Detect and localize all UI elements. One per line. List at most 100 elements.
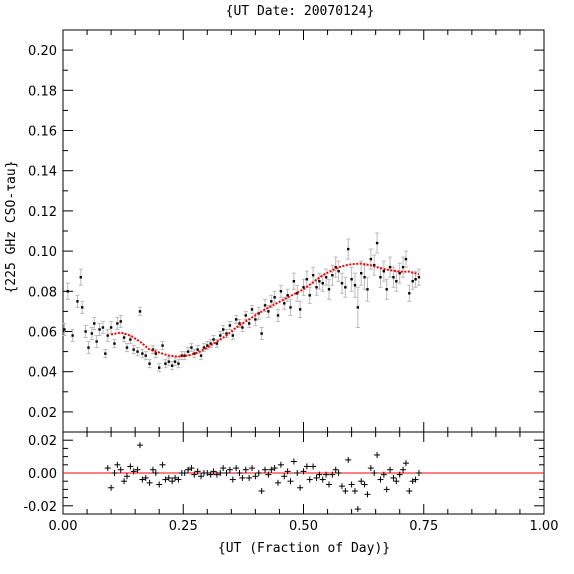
data-point bbox=[339, 272, 344, 294]
x-tick-label: 1.00 bbox=[530, 519, 559, 534]
data-marker bbox=[292, 280, 296, 283]
data-point bbox=[391, 266, 396, 288]
residual-point bbox=[332, 466, 339, 473]
y-tick-label: 0.14 bbox=[28, 165, 57, 180]
residual-point bbox=[329, 471, 336, 478]
y-tick-label: 0.06 bbox=[28, 326, 57, 341]
data-point bbox=[137, 306, 142, 316]
data-point bbox=[352, 272, 357, 298]
data-point bbox=[250, 304, 255, 314]
data-marker bbox=[136, 350, 139, 353]
main-plot-frame bbox=[62, 29, 545, 433]
data-marker bbox=[63, 328, 66, 331]
data-marker bbox=[109, 326, 113, 329]
residual-point bbox=[114, 461, 121, 468]
data-point bbox=[263, 298, 268, 312]
data-marker bbox=[417, 276, 421, 279]
data-marker bbox=[250, 308, 254, 311]
data-point bbox=[83, 324, 88, 339]
x-tick-label: 0.00 bbox=[49, 519, 78, 534]
data-marker bbox=[337, 270, 340, 273]
data-point bbox=[103, 349, 108, 359]
residual-point bbox=[185, 466, 192, 473]
data-marker bbox=[363, 276, 366, 279]
main-plot-panel: 0.02 0.04 0.06 0.08 0.10 0.12 0.14 0.16 0.18 0.20 bbox=[28, 29, 545, 433]
data-point bbox=[311, 266, 316, 284]
data-marker bbox=[190, 346, 193, 349]
residual-point bbox=[396, 471, 403, 478]
data-point bbox=[397, 262, 402, 284]
residual-point bbox=[265, 471, 272, 478]
residual-point bbox=[127, 463, 134, 470]
residual-y-tick-label: 0.02 bbox=[28, 434, 57, 449]
residual-point bbox=[323, 471, 330, 478]
residual-point bbox=[303, 463, 310, 470]
data-marker bbox=[183, 354, 186, 357]
data-point bbox=[288, 298, 293, 316]
data-point bbox=[401, 256, 406, 278]
residual-point bbox=[271, 465, 278, 472]
residual-point bbox=[165, 474, 172, 481]
data-marker bbox=[87, 346, 90, 349]
residual-point bbox=[130, 468, 137, 475]
residual-point bbox=[223, 470, 230, 476]
residual-point bbox=[313, 474, 320, 481]
residual-point bbox=[290, 458, 297, 465]
data-marker bbox=[308, 294, 311, 297]
data-point bbox=[346, 238, 351, 260]
data-point bbox=[150, 345, 155, 355]
data-marker bbox=[270, 300, 273, 303]
data-marker bbox=[347, 247, 350, 251]
data-marker bbox=[173, 360, 177, 363]
data-point bbox=[259, 326, 264, 341]
residual-point bbox=[338, 483, 345, 490]
residual-point bbox=[220, 465, 227, 472]
residual-point bbox=[194, 468, 201, 475]
data-point bbox=[307, 286, 312, 304]
residual-point bbox=[152, 470, 159, 476]
residual-point bbox=[217, 470, 224, 476]
data-marker bbox=[106, 334, 109, 337]
residual-point bbox=[335, 470, 342, 476]
data-marker bbox=[247, 322, 251, 325]
data-marker bbox=[151, 348, 155, 351]
data-point bbox=[75, 294, 80, 308]
residual-point bbox=[387, 466, 394, 473]
data-marker bbox=[219, 334, 222, 337]
residual-point bbox=[383, 486, 390, 493]
data-point bbox=[140, 349, 145, 359]
data-point bbox=[173, 357, 178, 367]
data-marker bbox=[321, 282, 324, 285]
y-tick-label: 0.16 bbox=[28, 125, 57, 140]
data-point bbox=[326, 278, 331, 300]
data-marker bbox=[244, 314, 247, 317]
data-point bbox=[105, 328, 110, 343]
y-tick-label: 0.18 bbox=[28, 84, 57, 99]
residual-point bbox=[345, 456, 352, 463]
data-point bbox=[416, 268, 421, 286]
data-marker bbox=[373, 263, 376, 267]
data-point bbox=[378, 266, 383, 288]
residual-point bbox=[306, 476, 313, 483]
residual-point bbox=[136, 442, 143, 449]
data-marker bbox=[356, 306, 360, 309]
data-marker bbox=[98, 328, 101, 331]
data-point bbox=[192, 349, 197, 359]
data-marker bbox=[382, 270, 386, 273]
residual-point bbox=[104, 465, 111, 472]
residual-point bbox=[351, 488, 358, 495]
data-marker bbox=[404, 257, 408, 261]
data-point bbox=[314, 278, 319, 296]
residual-point bbox=[281, 473, 288, 480]
residual-point bbox=[294, 470, 301, 476]
residual-y-tick-label: -0.02 bbox=[23, 500, 57, 515]
data-point bbox=[324, 268, 329, 286]
data-marker bbox=[385, 288, 388, 291]
y-tick-label: 0.20 bbox=[28, 44, 57, 59]
data-marker bbox=[71, 334, 74, 337]
data-point bbox=[109, 320, 114, 335]
residual-point bbox=[325, 481, 332, 488]
data-point bbox=[124, 343, 129, 353]
data-marker bbox=[360, 272, 363, 275]
data-marker bbox=[279, 290, 283, 293]
